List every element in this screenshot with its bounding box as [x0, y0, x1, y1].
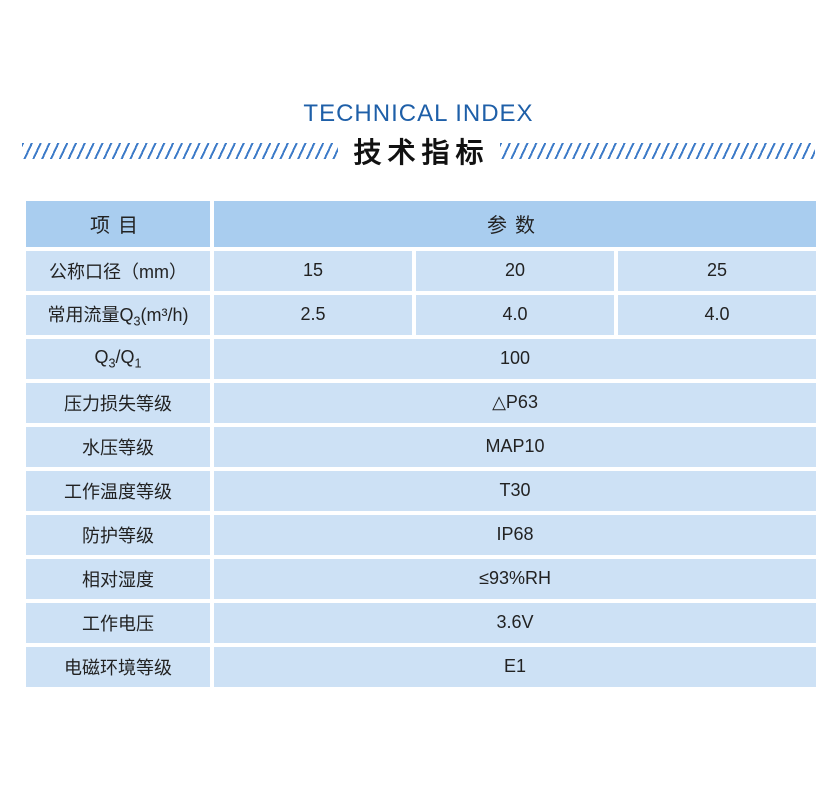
hatch-left — [22, 143, 338, 159]
val-emc: E1 — [214, 647, 816, 687]
label-q3q1-bsub: 1 — [135, 357, 142, 371]
row-nominal-dia: 公称口径（mm） 15 20 25 — [26, 251, 816, 291]
val-nominal-dia-2: 20 — [416, 251, 614, 291]
val-q3-3: 4.0 — [618, 295, 816, 335]
val-humidity: ≤93%RH — [214, 559, 816, 599]
spec-table: 项目 参数 公称口径（mm） 15 20 25 常用流量Q3(m³/h) 2.5… — [22, 197, 820, 691]
row-pressure-loss: 压力损失等级 △P63 — [26, 383, 816, 423]
val-pressure-loss: △P63 — [214, 383, 816, 423]
header-row: 项目 参数 — [26, 201, 816, 247]
header-param: 参数 — [214, 201, 816, 247]
title-chinese-row: 技术指标 — [22, 131, 815, 171]
label-emc: 电磁环境等级 — [26, 647, 210, 687]
row-water-pressure: 水压等级 MAP10 — [26, 427, 816, 467]
row-work-temp: 工作温度等级 T30 — [26, 471, 816, 511]
label-protection: 防护等级 — [26, 515, 210, 555]
label-work-temp: 工作温度等级 — [26, 471, 210, 511]
val-water-pressure: MAP10 — [214, 427, 816, 467]
label-q3q1: Q3/Q1 — [26, 339, 210, 379]
title-block: TECHNICAL INDEX 技术指标 — [22, 100, 815, 171]
label-water-pressure: 水压等级 — [26, 427, 210, 467]
row-humidity: 相对湿度 ≤93%RH — [26, 559, 816, 599]
val-voltage: 3.6V — [214, 603, 816, 643]
row-voltage: 工作电压 3.6V — [26, 603, 816, 643]
label-pressure-loss: 压力损失等级 — [26, 383, 210, 423]
label-humidity: 相对湿度 — [26, 559, 210, 599]
title-chinese: 技术指标 — [348, 131, 490, 171]
row-emc: 电磁环境等级 E1 — [26, 647, 816, 687]
val-q3-2: 4.0 — [416, 295, 614, 335]
row-q3q1: Q3/Q1 100 — [26, 339, 816, 379]
label-voltage: 工作电压 — [26, 603, 210, 643]
label-q3: 常用流量Q3(m³/h) — [26, 295, 210, 335]
val-q3q1: 100 — [214, 339, 816, 379]
header-item: 项目 — [26, 201, 210, 247]
label-q3q1-a: Q — [94, 347, 108, 367]
page-root: TECHNICAL INDEX 技术指标 项目 参数 公称口径（mm） 15 2… — [0, 0, 835, 711]
label-q3-prefix: 常用流量Q — [47, 305, 133, 325]
val-work-temp: T30 — [214, 471, 816, 511]
label-q3q1-asub: 3 — [108, 357, 115, 371]
label-q3-sub: 3 — [134, 315, 141, 329]
val-nominal-dia-1: 15 — [214, 251, 412, 291]
label-q3-suffix: (m³/h) — [141, 305, 189, 325]
val-protection: IP68 — [214, 515, 816, 555]
title-english: TECHNICAL INDEX — [22, 100, 815, 129]
label-nominal-dia: 公称口径（mm） — [26, 251, 210, 291]
val-q3-1: 2.5 — [214, 295, 412, 335]
val-nominal-dia-3: 25 — [618, 251, 816, 291]
row-protection: 防护等级 IP68 — [26, 515, 816, 555]
hatch-right — [500, 143, 816, 159]
row-q3: 常用流量Q3(m³/h) 2.5 4.0 4.0 — [26, 295, 816, 335]
label-q3q1-sep: /Q — [116, 347, 135, 367]
